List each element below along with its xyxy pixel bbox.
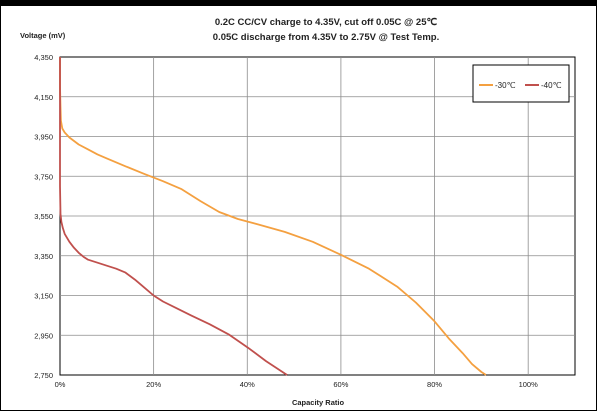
y-tick-label: 3,750 xyxy=(34,172,53,181)
series-lines xyxy=(59,57,487,376)
y-tick-label: 3,350 xyxy=(34,252,53,261)
y-tick-label: 3,950 xyxy=(34,133,53,142)
x-tick-label: 60% xyxy=(333,380,348,389)
y-axis-label: Voltage (mV) xyxy=(20,31,66,40)
x-axis-label: Capacity Ratio xyxy=(292,398,345,407)
x-tick-label: 40% xyxy=(240,380,255,389)
legend-label-2: -40℃ xyxy=(541,81,562,90)
y-tick-label: 2,950 xyxy=(34,331,53,340)
chart-title-line-1: 0.2C CC/CV charge to 4.35V, cut off 0.05… xyxy=(215,17,438,28)
legend-label-1: -30℃ xyxy=(495,81,516,90)
top-border xyxy=(0,0,597,6)
y-tick-label: 3,150 xyxy=(34,292,53,301)
y-tick-label: 2,750 xyxy=(34,371,53,380)
y-tick-label: 4,350 xyxy=(34,53,53,62)
x-tick-label: 80% xyxy=(427,380,442,389)
y-tick-label: 4,150 xyxy=(34,93,53,102)
x-tick-label: 0% xyxy=(55,380,66,389)
legend-box xyxy=(472,64,570,103)
y-tick-label: 3,550 xyxy=(34,212,53,221)
legend: -30℃ -40℃ xyxy=(472,64,570,103)
tick-labels: 0% 20% 40% 60% 80% 100% 2,750 2,950 3,150 3,350 3,… xyxy=(34,53,538,389)
x-tick-label: 100% xyxy=(519,380,539,389)
x-tick-label: 20% xyxy=(146,380,161,389)
grid xyxy=(59,56,576,376)
series-line-2 xyxy=(59,57,288,376)
series-line-1 xyxy=(59,57,487,376)
chart-title-line-2: 0.05C discharge from 4.35V to 2.75V @ Te… xyxy=(213,32,439,43)
